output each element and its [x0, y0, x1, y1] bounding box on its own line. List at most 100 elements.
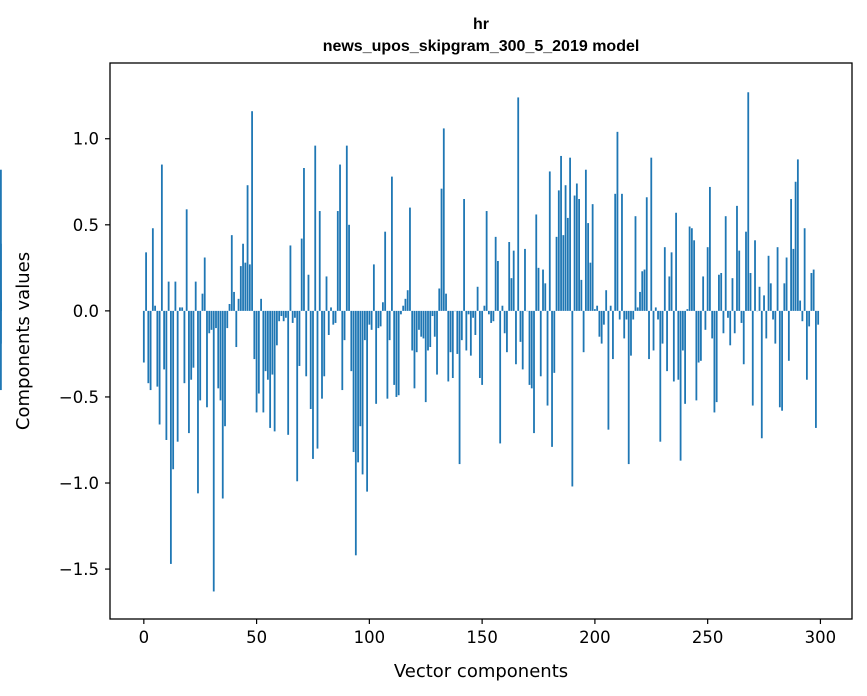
bar-130: [436, 310, 438, 375]
bar-undefined: [0, 169, 2, 311]
bar-147: [474, 310, 477, 335]
bar-86: [336, 211, 339, 311]
bar-150: [481, 310, 484, 385]
bar-263: [736, 205, 738, 311]
bar-141: [460, 310, 463, 341]
bar-256: [720, 273, 723, 311]
bar-204: [603, 310, 605, 325]
bar-58: [273, 310, 276, 432]
bar-27: [203, 257, 206, 311]
bar-113: [397, 310, 400, 396]
bar-114: [400, 310, 402, 315]
bar-208: [612, 310, 614, 360]
bar-65: [289, 245, 292, 311]
bar-194: [580, 279, 583, 311]
bar-182: [553, 310, 556, 373]
bar-288: [792, 248, 795, 311]
bar-178: [544, 283, 547, 311]
bar-135: [447, 310, 450, 382]
bar-228: [657, 310, 659, 320]
bar-11: [167, 281, 170, 311]
bar-257: [722, 310, 725, 334]
x-tick-label: 0: [139, 628, 150, 647]
bar-76: [314, 145, 317, 311]
bar-227: [654, 307, 657, 311]
bar-29: [208, 310, 211, 334]
bar-145: [469, 310, 472, 356]
bar-12: [169, 310, 172, 564]
bar-38: [228, 303, 231, 311]
bar-20: [188, 310, 190, 434]
bar-222: [643, 269, 646, 311]
bar-289: [794, 181, 797, 311]
bar-88: [341, 310, 344, 391]
bar-166: [517, 97, 520, 311]
bar-189: [569, 157, 571, 311]
bar-19: [185, 209, 188, 311]
bar-205: [605, 290, 608, 311]
bar-8: [160, 164, 163, 311]
bar-283: [781, 310, 783, 411]
bar-52: [260, 298, 262, 311]
bar-119: [411, 310, 414, 351]
bar-109: [388, 310, 391, 341]
bar-7: [158, 310, 161, 425]
bar-78: [318, 211, 321, 311]
bar-164: [512, 250, 515, 311]
bar-42: [237, 298, 240, 311]
bar-250: [706, 247, 709, 311]
chart-title-line2: news_upos_skipgram_300_5_2019 model: [323, 38, 640, 55]
x-tick-label: 250: [692, 628, 724, 647]
bar-284: [783, 283, 786, 311]
bar-179: [546, 310, 549, 406]
bar-229: [659, 310, 662, 442]
bar-118: [409, 207, 411, 311]
bar-54: [264, 310, 267, 372]
bar-2: [147, 310, 150, 384]
bar-172: [530, 310, 533, 389]
bar-66: [291, 310, 294, 323]
bar-84: [332, 310, 335, 325]
bar-4: [151, 228, 154, 311]
bar-211: [618, 310, 621, 320]
bar-176: [539, 310, 542, 377]
bar-207: [609, 305, 612, 311]
bar-237: [677, 310, 680, 380]
bar-151: [483, 305, 486, 311]
bar-193: [578, 198, 580, 311]
bar-249: [704, 310, 707, 330]
bar-101: [370, 310, 373, 330]
bar-277: [767, 255, 770, 311]
bar-168: [521, 310, 524, 370]
bar-69: [298, 310, 301, 366]
bar-158: [499, 310, 502, 444]
bar-187: [564, 185, 567, 311]
bar-131: [438, 288, 441, 311]
bar-234: [670, 252, 673, 311]
bar-14: [174, 281, 177, 311]
bar-269: [749, 273, 752, 311]
bar-90: [345, 145, 348, 311]
bar-5: [154, 305, 156, 311]
bar-268: [747, 92, 750, 311]
bar-116: [404, 298, 407, 311]
bar-261: [731, 278, 734, 311]
bar-240: [684, 310, 686, 404]
bar-79: [321, 310, 323, 399]
bar-121: [415, 310, 418, 353]
x-axis-ticks: 0 50 100 150 200 250 300: [139, 619, 836, 647]
bar-262: [733, 310, 736, 334]
bar-186: [562, 235, 565, 311]
bar-226: [652, 310, 655, 351]
bar-169: [524, 248, 526, 311]
bar-197: [587, 223, 590, 311]
bar-73: [307, 274, 310, 311]
bar-3: [149, 310, 152, 391]
bar-252: [711, 310, 714, 339]
bar-290: [796, 159, 799, 311]
bar-191: [573, 195, 576, 311]
bar-72: [305, 310, 308, 377]
bar-139: [456, 310, 459, 354]
bar-undefined: [0, 310, 2, 391]
bar-28: [206, 310, 208, 408]
